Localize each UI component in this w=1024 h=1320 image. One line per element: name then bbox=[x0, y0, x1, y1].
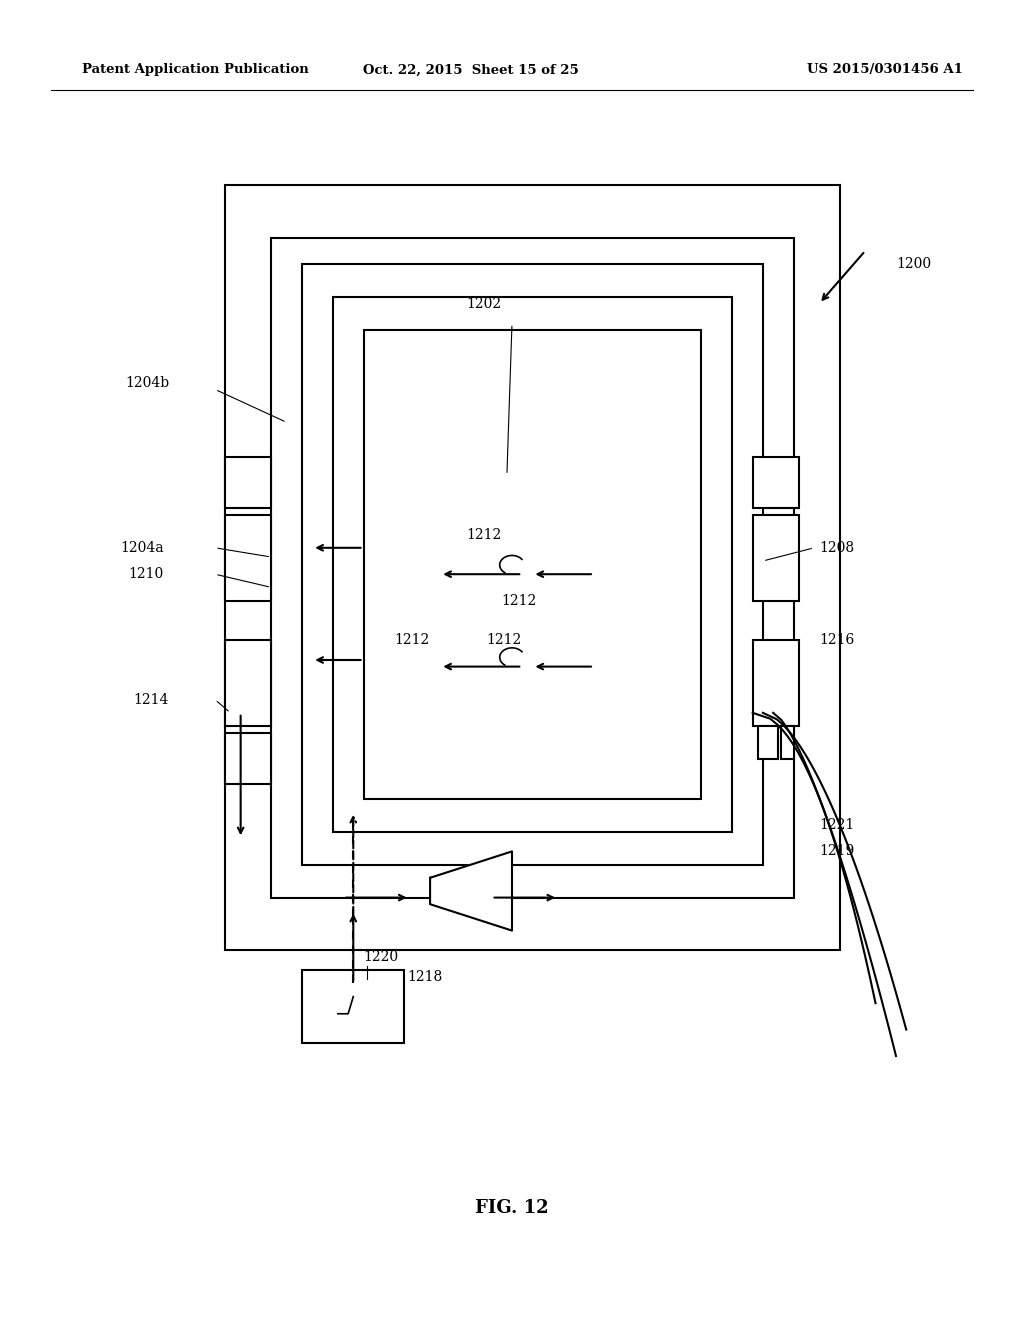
Text: 1221: 1221 bbox=[819, 818, 854, 832]
Text: 1218: 1218 bbox=[408, 970, 442, 985]
Bar bbox=[271, 238, 794, 898]
Text: Oct. 22, 2015  Sheet 15 of 25: Oct. 22, 2015 Sheet 15 of 25 bbox=[364, 63, 579, 77]
Bar bbox=[753, 515, 799, 601]
Bar bbox=[302, 970, 404, 1043]
Text: 1216: 1216 bbox=[819, 634, 854, 647]
Text: 1214: 1214 bbox=[133, 693, 169, 706]
Text: US 2015/0301456 A1: US 2015/0301456 A1 bbox=[807, 63, 963, 77]
Text: 1210: 1210 bbox=[129, 568, 164, 581]
Bar bbox=[225, 640, 271, 726]
Bar bbox=[753, 457, 799, 508]
Text: 1204b: 1204b bbox=[125, 376, 169, 389]
Bar bbox=[225, 457, 271, 508]
Bar bbox=[225, 185, 840, 950]
Text: 1204a: 1204a bbox=[120, 541, 164, 554]
Polygon shape bbox=[430, 851, 512, 931]
Text: 1208: 1208 bbox=[819, 541, 854, 554]
Bar bbox=[753, 640, 799, 726]
Text: FIG. 12: FIG. 12 bbox=[475, 1199, 549, 1217]
Text: 1212: 1212 bbox=[502, 594, 537, 607]
Text: 1219: 1219 bbox=[819, 845, 854, 858]
Text: Patent Application Publication: Patent Application Publication bbox=[82, 63, 308, 77]
Bar bbox=[758, 726, 778, 759]
Bar bbox=[333, 297, 732, 832]
Text: 1212: 1212 bbox=[486, 634, 521, 647]
Bar bbox=[364, 330, 701, 799]
Text: 1212: 1212 bbox=[394, 634, 429, 647]
Bar bbox=[781, 726, 794, 759]
Bar bbox=[225, 515, 271, 601]
Text: 1200: 1200 bbox=[896, 257, 931, 271]
Bar bbox=[225, 733, 271, 784]
Bar bbox=[302, 264, 763, 865]
Text: 1202: 1202 bbox=[466, 297, 501, 310]
Text: 1212: 1212 bbox=[466, 528, 501, 541]
Text: 1220: 1220 bbox=[364, 950, 398, 964]
